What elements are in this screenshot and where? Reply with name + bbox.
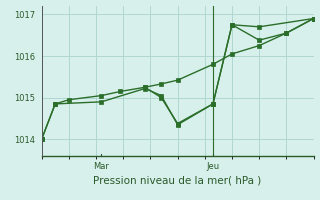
X-axis label: Pression niveau de la mer( hPa ): Pression niveau de la mer( hPa )	[93, 175, 262, 185]
